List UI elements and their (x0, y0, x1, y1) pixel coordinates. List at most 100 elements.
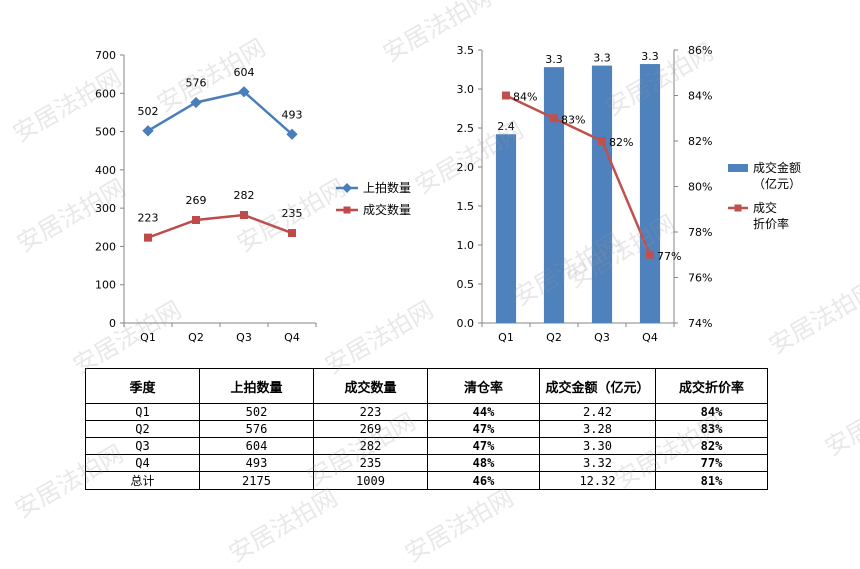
series-line (505, 94, 652, 256)
bar (495, 134, 517, 323)
table-cell: 2175 (199, 471, 314, 490)
data-label: 493 (282, 108, 303, 121)
table-cell: 3.30 (539, 437, 656, 455)
x-tick-label: Q4 (284, 331, 300, 344)
y-tick-label: 300 (95, 202, 116, 215)
bar (639, 64, 661, 323)
x-tick-label: Q4 (642, 331, 658, 344)
table-row: Q1 502 223 44% 2.42 84% (85, 403, 768, 421)
table-header-row: 季度 上拍数量 成交数量 清仓率 成交金额（亿元） 成交折价率 (85, 368, 768, 404)
data-label: 82% (609, 136, 633, 149)
table-cell: 235 (313, 454, 428, 472)
table-cell: Q1 (85, 403, 200, 421)
data-point (502, 91, 510, 100)
table-cell: 82% (655, 437, 768, 455)
table-cell: 1009 (313, 471, 428, 490)
data-point (144, 233, 152, 242)
data-label: 83% (561, 113, 585, 126)
table-cell: Q3 (85, 437, 200, 455)
col-header-quarter: 季度 (85, 368, 200, 404)
y-tick-label: 600 (95, 87, 116, 100)
table-row: Q3 604 282 47% 3.30 82% (85, 437, 768, 455)
legend-label: 成交数量 (363, 202, 411, 217)
legend-marker (728, 164, 748, 172)
legend-label: 成交 (753, 200, 777, 215)
data-point (550, 114, 558, 123)
data-point (646, 250, 654, 259)
y2-tick-label: 78% (688, 226, 712, 239)
line-chart-listings: 0 100 200 300 400 500 600 700 Q1 Q2 Q3 Q4 502 576 604 4… (95, 49, 411, 344)
y-tick-label: 200 (95, 240, 116, 253)
table-row: 总计 2175 1009 46% 12.32 81% (85, 471, 768, 490)
legend-label: 折价率 (753, 216, 789, 231)
table-cell: Q2 (85, 420, 200, 438)
x-tick-label: Q1 (140, 331, 156, 344)
table-cell: 576 (199, 420, 314, 438)
col-header-clearance: 清仓率 (427, 368, 540, 404)
table-cell: 269 (313, 420, 428, 438)
x-tick-label: Q3 (594, 331, 610, 344)
data-label: 502 (138, 105, 159, 118)
x-tick-label: Q3 (236, 331, 252, 344)
data-point (240, 211, 248, 220)
bar-label: 3.3 (593, 52, 611, 65)
data-point (190, 96, 202, 109)
col-header-sold: 成交数量 (313, 368, 428, 404)
watermark-text: 安居法拍网 (224, 483, 343, 568)
legend-marker (342, 183, 352, 193)
y-tick-label: 0 (109, 317, 116, 330)
col-header-discount: 成交折价率 (655, 368, 768, 404)
table-cell: 12.32 (539, 471, 656, 490)
data-point (192, 216, 200, 225)
data-label: 604 (234, 66, 255, 79)
table-cell: 48% (427, 454, 540, 472)
table-cell: 2.42 (539, 403, 656, 421)
y-tick-label: 0.5 (457, 278, 475, 291)
table-cell: 3.28 (539, 420, 656, 438)
y-tick-label: 500 (95, 126, 116, 139)
y-tick-label: 0.0 (457, 317, 475, 330)
data-label: 84% (513, 91, 537, 104)
table-cell: 502 (199, 403, 314, 421)
y2-tick-label: 82% (688, 135, 712, 148)
y-tick-label: 3.5 (457, 44, 475, 57)
y-tick-label: 1.5 (457, 200, 475, 213)
data-label: 77% (657, 250, 681, 263)
y2-tick-label: 76% (688, 272, 712, 285)
bar (591, 65, 613, 323)
table-cell: 604 (199, 437, 314, 455)
table-cell: 493 (199, 454, 314, 472)
bar-label: 2.4 (497, 120, 515, 133)
data-label: 282 (234, 189, 255, 202)
x-tick-label: Q1 (498, 331, 514, 344)
y-tick-label: 400 (95, 164, 116, 177)
legend-label: 成交金额 (753, 160, 801, 175)
series-line (147, 90, 293, 136)
data-point (598, 137, 606, 145)
legend-marker (734, 204, 742, 212)
legend-label: 上拍数量 (363, 180, 411, 195)
y-tick-label: 700 (95, 49, 116, 62)
bar (543, 67, 565, 323)
data-label: 576 (186, 76, 207, 89)
bar-label: 3.3 (641, 50, 659, 63)
x-tick-label: Q2 (546, 331, 562, 344)
table-cell: 77% (655, 454, 768, 472)
watermark-text: 安居法拍网 (400, 483, 519, 568)
table-cell: 282 (313, 437, 428, 455)
legend-label: （亿元） (753, 176, 801, 191)
table-cell: 47% (427, 420, 540, 438)
legend-marker (343, 206, 351, 214)
table-row: Q4 493 235 48% 3.32 77% (85, 454, 768, 472)
y-tick-label: 3.0 (457, 83, 475, 96)
table-cell: 总计 (85, 471, 200, 490)
col-header-amount: 成交金额（亿元） (539, 368, 656, 404)
y-tick-label: 2.5 (457, 122, 475, 135)
data-point (142, 125, 154, 137)
combo-chart-amount-discount: 0.0 0.5 1.0 1.5 2.0 2.5 3.0 3.5 74% 76% 78% 80% 82% 8… (457, 44, 802, 344)
x-tick-label: Q2 (188, 331, 204, 344)
y2-tick-label: 74% (688, 317, 712, 330)
y2-tick-label: 84% (688, 90, 712, 103)
table-cell: 84% (655, 403, 768, 421)
table-cell: Q4 (85, 454, 200, 472)
